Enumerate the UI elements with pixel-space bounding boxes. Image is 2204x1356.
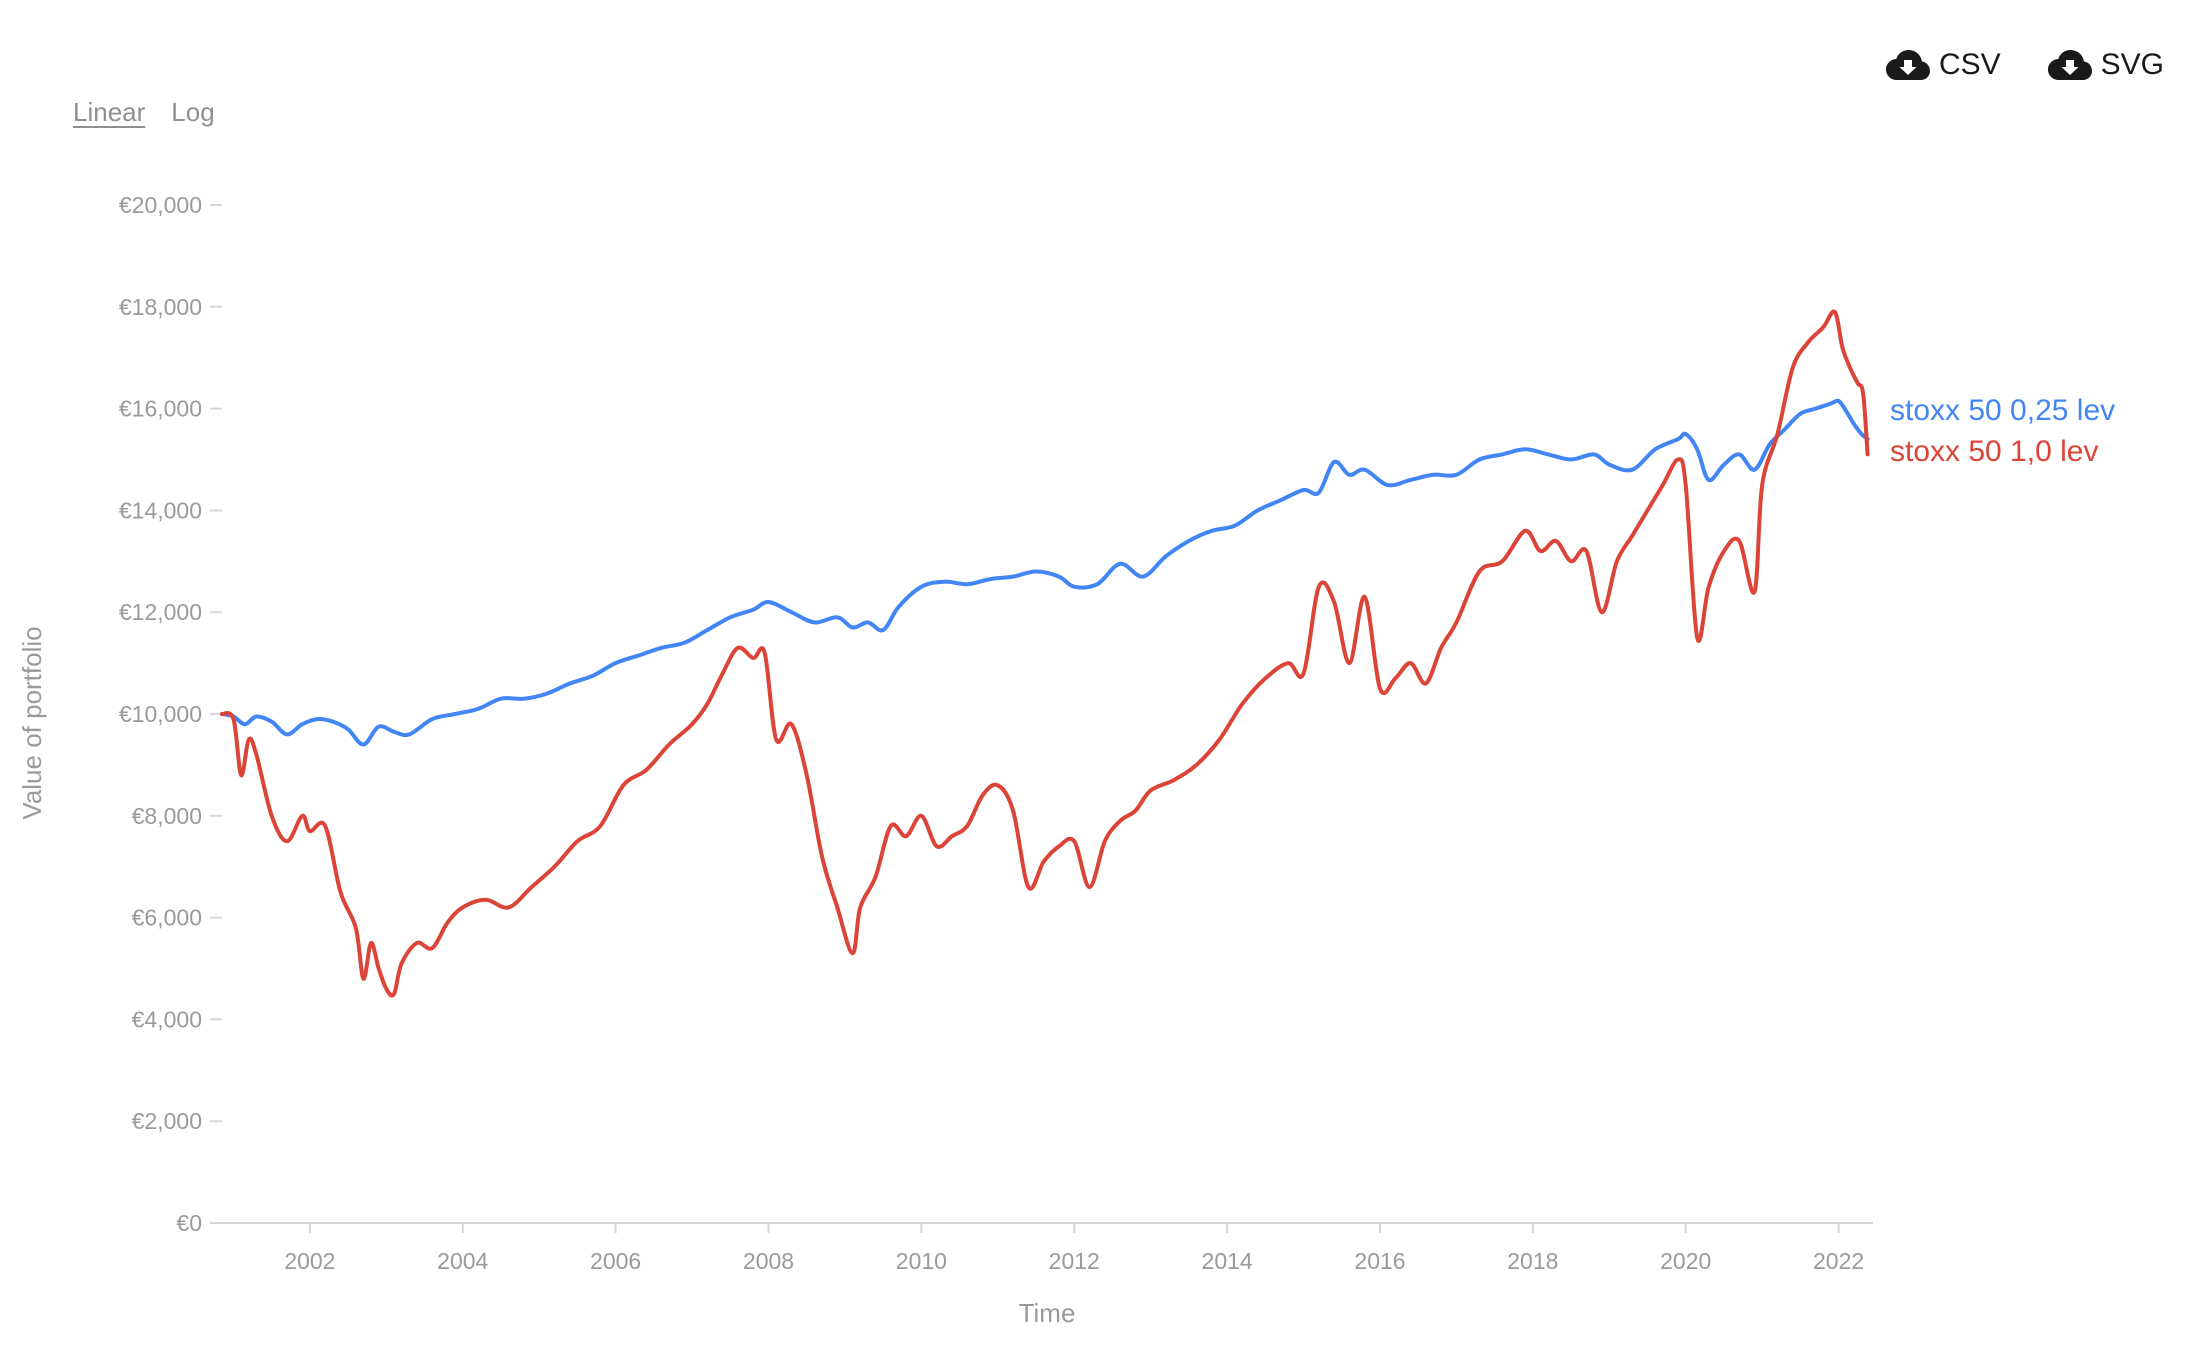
x-tick-label: 2022 bbox=[1813, 1248, 1864, 1274]
linear-scale-option[interactable]: Linear bbox=[73, 97, 146, 127]
series-line-2 bbox=[220, 309, 1870, 998]
x-tick-label: 2004 bbox=[437, 1248, 488, 1274]
download-buttons: CSV SVG bbox=[1885, 48, 2164, 82]
y-axis: €0 €2,000 €4,000 €6,000 €8,000 €10,000 €12,000… bbox=[119, 192, 222, 1236]
y-tick-label: €6,000 bbox=[132, 905, 202, 931]
x-axis: 2002 2004 2006 2008 2010 2012 2014 2016 2018 2020… bbox=[222, 1222, 1873, 1274]
x-tick-label: 2008 bbox=[743, 1248, 794, 1274]
series-label-2: stoxx 50 1,0 lev bbox=[1890, 435, 2098, 468]
x-tick-label: 2002 bbox=[284, 1248, 335, 1274]
y-tick-label: €20,000 bbox=[119, 192, 202, 218]
series-layer: stoxx 50 0,25 lev stoxx 50 1,0 lev bbox=[220, 309, 2115, 998]
y-tick-label: €16,000 bbox=[119, 396, 202, 422]
svg-label: SVG bbox=[2100, 48, 2164, 81]
y-tick-label: €12,000 bbox=[119, 599, 202, 625]
log-scale-option[interactable]: Log bbox=[171, 97, 215, 127]
x-tick-label: 2014 bbox=[1202, 1248, 1253, 1274]
y-tick-label: €2,000 bbox=[132, 1108, 202, 1134]
x-tick-label: 2006 bbox=[590, 1248, 641, 1274]
y-tick-label: €18,000 bbox=[119, 294, 202, 320]
x-tick-label: 2018 bbox=[1507, 1248, 1558, 1274]
x-tick-label: 2016 bbox=[1354, 1248, 1405, 1274]
x-tick-label: 2020 bbox=[1660, 1248, 1711, 1274]
x-axis-title: Time bbox=[1019, 1298, 1076, 1328]
y-tick-label: €4,000 bbox=[132, 1006, 202, 1032]
series-line-1 bbox=[220, 398, 1870, 747]
y-tick-label: €14,000 bbox=[119, 497, 202, 523]
y-tick-label: €8,000 bbox=[132, 803, 202, 829]
y-axis-title: Value of portfolio bbox=[17, 626, 47, 819]
cloud-download-icon bbox=[1885, 50, 1930, 80]
y-tick-label: €0 bbox=[176, 1210, 202, 1236]
x-tick-label: 2010 bbox=[896, 1248, 947, 1274]
series-label-1: stoxx 50 0,25 lev bbox=[1890, 394, 2115, 427]
x-tick-label: 2012 bbox=[1049, 1248, 1100, 1274]
download-svg-button[interactable]: SVG bbox=[2047, 48, 2164, 82]
download-csv-button[interactable]: CSV bbox=[1885, 48, 2001, 82]
csv-label: CSV bbox=[1938, 48, 2001, 81]
scale-toggle: Linear Log bbox=[73, 97, 215, 128]
cloud-download-icon bbox=[2047, 50, 2092, 80]
y-tick-label: €10,000 bbox=[119, 701, 202, 727]
